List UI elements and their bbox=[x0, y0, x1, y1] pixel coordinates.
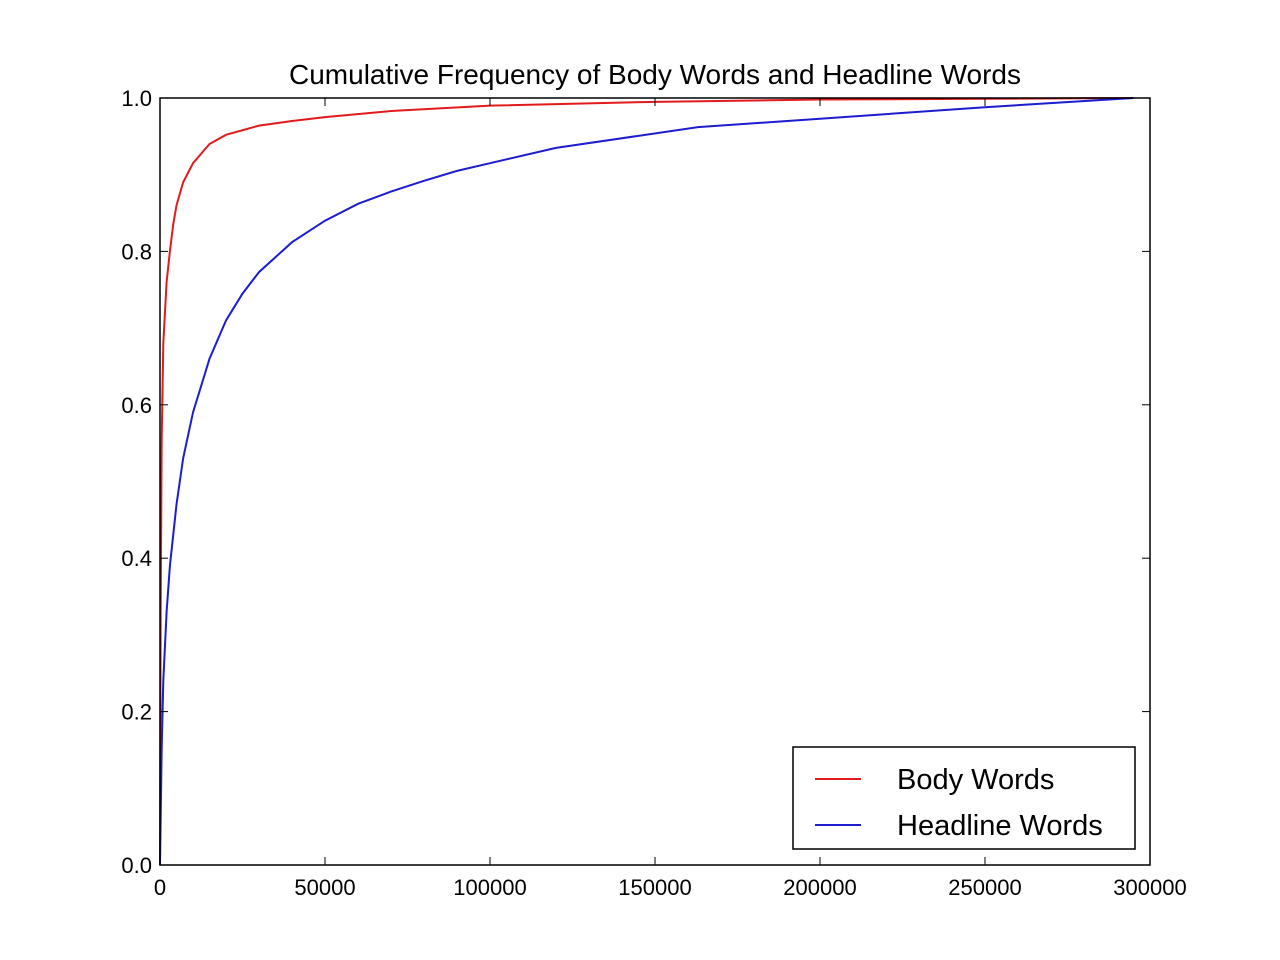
x-tick-label: 150000 bbox=[618, 875, 691, 900]
x-tick-label: 200000 bbox=[783, 875, 856, 900]
legend-label: Headline Words bbox=[897, 810, 1103, 842]
y-tick-label: 0.6 bbox=[121, 393, 152, 418]
x-tick-label: 50000 bbox=[294, 875, 355, 900]
x-tick-label: 0 bbox=[154, 875, 166, 900]
legend: Body Words Headline Words bbox=[792, 746, 1136, 850]
y-tick-label: 0.8 bbox=[121, 239, 152, 264]
y-tick-label: 0.0 bbox=[121, 853, 152, 878]
x-tick-label: 100000 bbox=[453, 875, 526, 900]
y-tick-label: 0.4 bbox=[121, 546, 152, 571]
legend-label: Body Words bbox=[897, 764, 1054, 796]
series-line-headline-words bbox=[159, 97, 1134, 866]
y-tick-label: 1.0 bbox=[121, 86, 152, 111]
legend-box bbox=[792, 746, 1136, 850]
y-tick-label: 0.2 bbox=[121, 700, 152, 725]
chart-title: Cumulative Frequency of Body Words and H… bbox=[289, 59, 1021, 90]
series-line-body-words bbox=[159, 97, 1134, 866]
x-tick-label: 300000 bbox=[1113, 875, 1186, 900]
x-tick-label: 250000 bbox=[948, 875, 1021, 900]
